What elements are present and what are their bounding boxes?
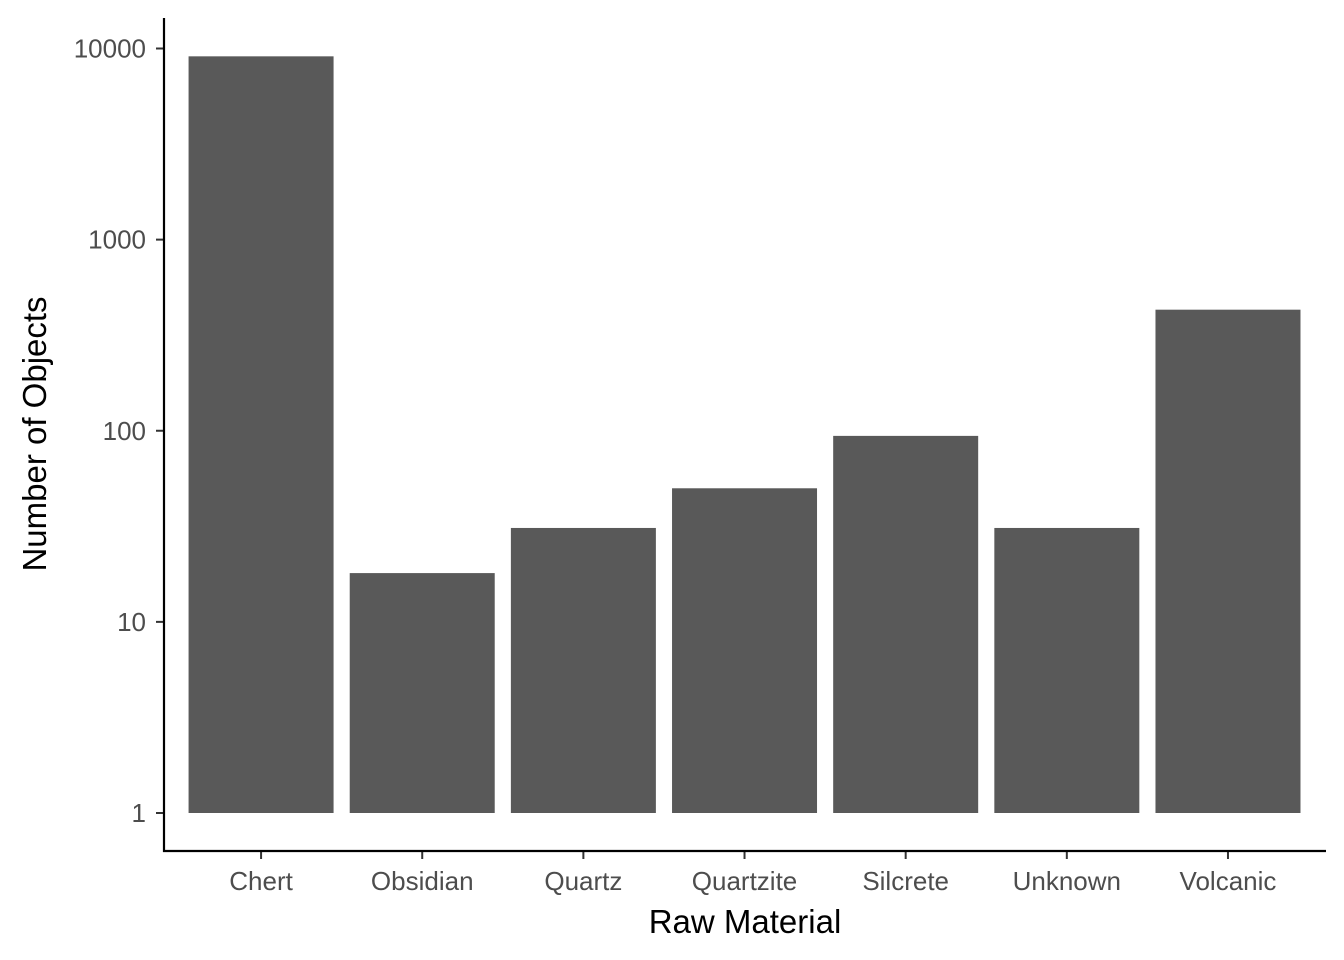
bar-quartzite [672, 488, 818, 813]
y-tick-label: 10 [117, 607, 146, 637]
x-tick-label: Unknown [1013, 866, 1121, 896]
bar-quartz [510, 527, 656, 813]
bar-obsidian [349, 573, 495, 813]
y-tick-label: 10000 [74, 34, 146, 64]
y-tick-label: 1 [132, 798, 146, 828]
bar-unknown [994, 527, 1140, 813]
y-axis-title: Number of Objects [16, 296, 53, 571]
y-tick-label: 1000 [88, 225, 146, 255]
bar-silcrete [833, 435, 979, 813]
bar-volcanic [1155, 309, 1301, 813]
x-tick-label: Obsidian [371, 866, 474, 896]
x-tick-label: Quartzite [692, 866, 798, 896]
x-tick-label: Silcrete [862, 866, 949, 896]
x-tick-label: Chert [229, 866, 293, 896]
bar-chert [188, 56, 334, 813]
x-tick-label: Volcanic [1180, 866, 1277, 896]
x-axis-title: Raw Material [649, 903, 842, 940]
y-axis-ticks: 1 10 100 1000 10000 [74, 34, 164, 828]
x-axis-ticks: Chert Obsidian Quartz Quartzite Silcrete Unkn… [229, 851, 1276, 896]
x-tick-label: Quartz [544, 866, 622, 896]
y-tick-label: 100 [103, 416, 146, 446]
bars-group [188, 56, 1301, 813]
